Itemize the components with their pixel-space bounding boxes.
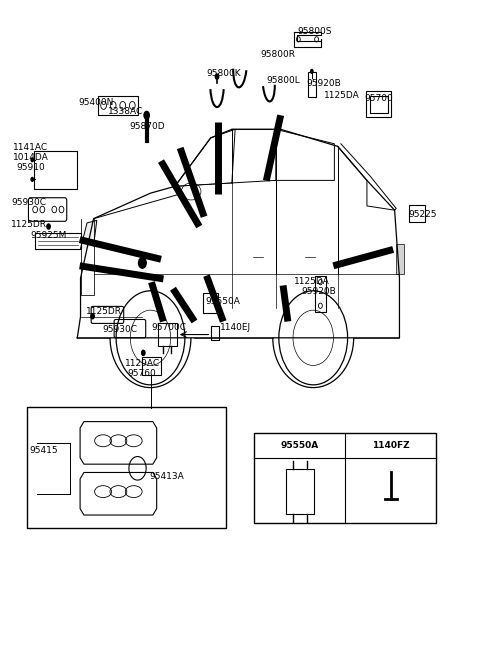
Text: 95800S: 95800S [298, 27, 332, 36]
Bar [366, 91, 391, 117]
Bar [254, 433, 436, 523]
Bar [315, 276, 325, 312]
Text: 1014DA: 1014DA [12, 153, 48, 161]
Bar [27, 407, 226, 527]
Text: 95700C: 95700C [152, 323, 186, 332]
Text: 95930C: 95930C [11, 198, 46, 207]
Circle shape [46, 223, 51, 230]
Text: 95415: 95415 [29, 446, 58, 455]
Text: 1140EJ: 1140EJ [220, 323, 251, 332]
Bar [36, 233, 81, 249]
Text: 95800L: 95800L [266, 76, 300, 85]
Text: 1125DA: 1125DA [324, 91, 360, 100]
Text: 95800K: 95800K [206, 70, 241, 79]
Bar [408, 205, 425, 222]
Bar [97, 96, 138, 115]
Text: 1140FZ: 1140FZ [372, 441, 409, 450]
Bar [308, 72, 316, 97]
Bar [396, 244, 404, 274]
Bar [203, 293, 218, 313]
Polygon shape [81, 220, 97, 249]
Text: 95225: 95225 [408, 210, 437, 219]
Circle shape [144, 111, 150, 120]
Bar [370, 96, 388, 113]
Text: 95700: 95700 [364, 94, 393, 103]
Text: 95925M: 95925M [30, 231, 67, 240]
Text: 1125DA: 1125DA [294, 277, 329, 286]
Bar [143, 357, 160, 375]
Text: 95550A: 95550A [205, 297, 240, 306]
Circle shape [310, 69, 314, 74]
Text: 1129AC: 1129AC [125, 359, 160, 369]
Bar [34, 151, 77, 188]
Text: 1125DR: 1125DR [11, 220, 47, 229]
Text: 95413A: 95413A [149, 472, 184, 481]
Text: 95930C: 95930C [102, 325, 137, 334]
Text: 95920B: 95920B [301, 287, 336, 297]
Text: 95760: 95760 [128, 369, 156, 378]
Text: 95910: 95910 [16, 163, 45, 172]
Circle shape [215, 73, 219, 80]
Text: 95870D: 95870D [129, 123, 165, 131]
Circle shape [30, 176, 34, 182]
Text: 95400N: 95400N [78, 98, 114, 106]
Circle shape [90, 313, 95, 319]
Bar [211, 326, 219, 340]
Text: 95550A: 95550A [281, 441, 319, 450]
Circle shape [139, 258, 146, 268]
Circle shape [141, 350, 146, 356]
Text: 95800R: 95800R [261, 50, 296, 59]
Bar [157, 323, 177, 346]
Bar [286, 469, 314, 514]
Circle shape [30, 157, 34, 163]
Text: 1141AC: 1141AC [12, 144, 48, 152]
Text: 95920B: 95920B [306, 79, 341, 89]
Text: 1338AC: 1338AC [108, 107, 144, 115]
Text: 1125DR: 1125DR [86, 307, 122, 316]
